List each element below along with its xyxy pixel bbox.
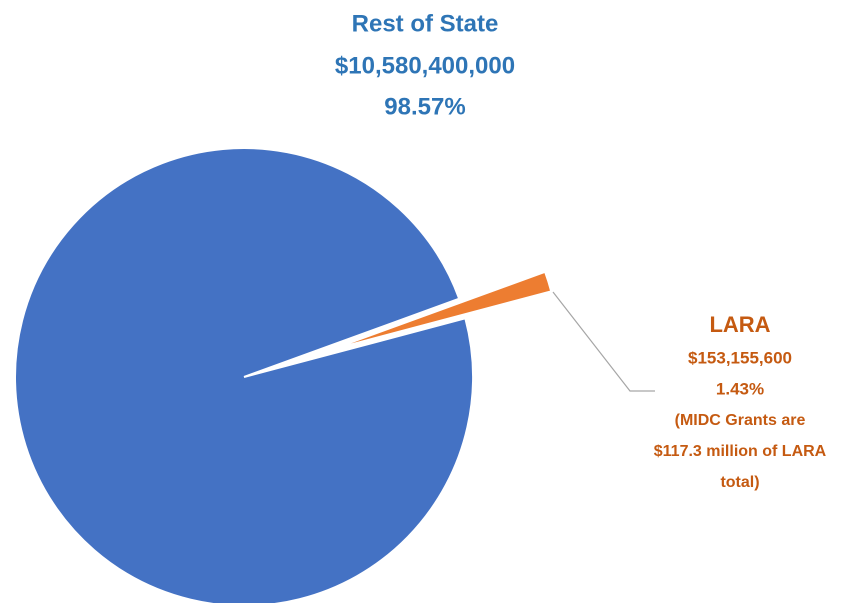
pie-slice — [329, 270, 553, 352]
annotation: $117.3 million of LARA — [654, 443, 827, 460]
annotation: total) — [720, 474, 759, 491]
pie-slice — [13, 147, 474, 603]
slice-label: LARA — [709, 312, 770, 337]
slice-value-label: $153,155,600 — [688, 348, 792, 367]
annotation: (MIDC Grants are — [675, 412, 806, 429]
slice-percent-label: 1.43% — [716, 379, 764, 398]
slice-label: Rest of State — [352, 10, 499, 37]
leader-line — [552, 291, 655, 392]
slice-value-label: $10,580,400,000 — [335, 52, 515, 79]
pie — [13, 147, 553, 603]
slice-percent-label: 98.57% — [384, 93, 465, 120]
